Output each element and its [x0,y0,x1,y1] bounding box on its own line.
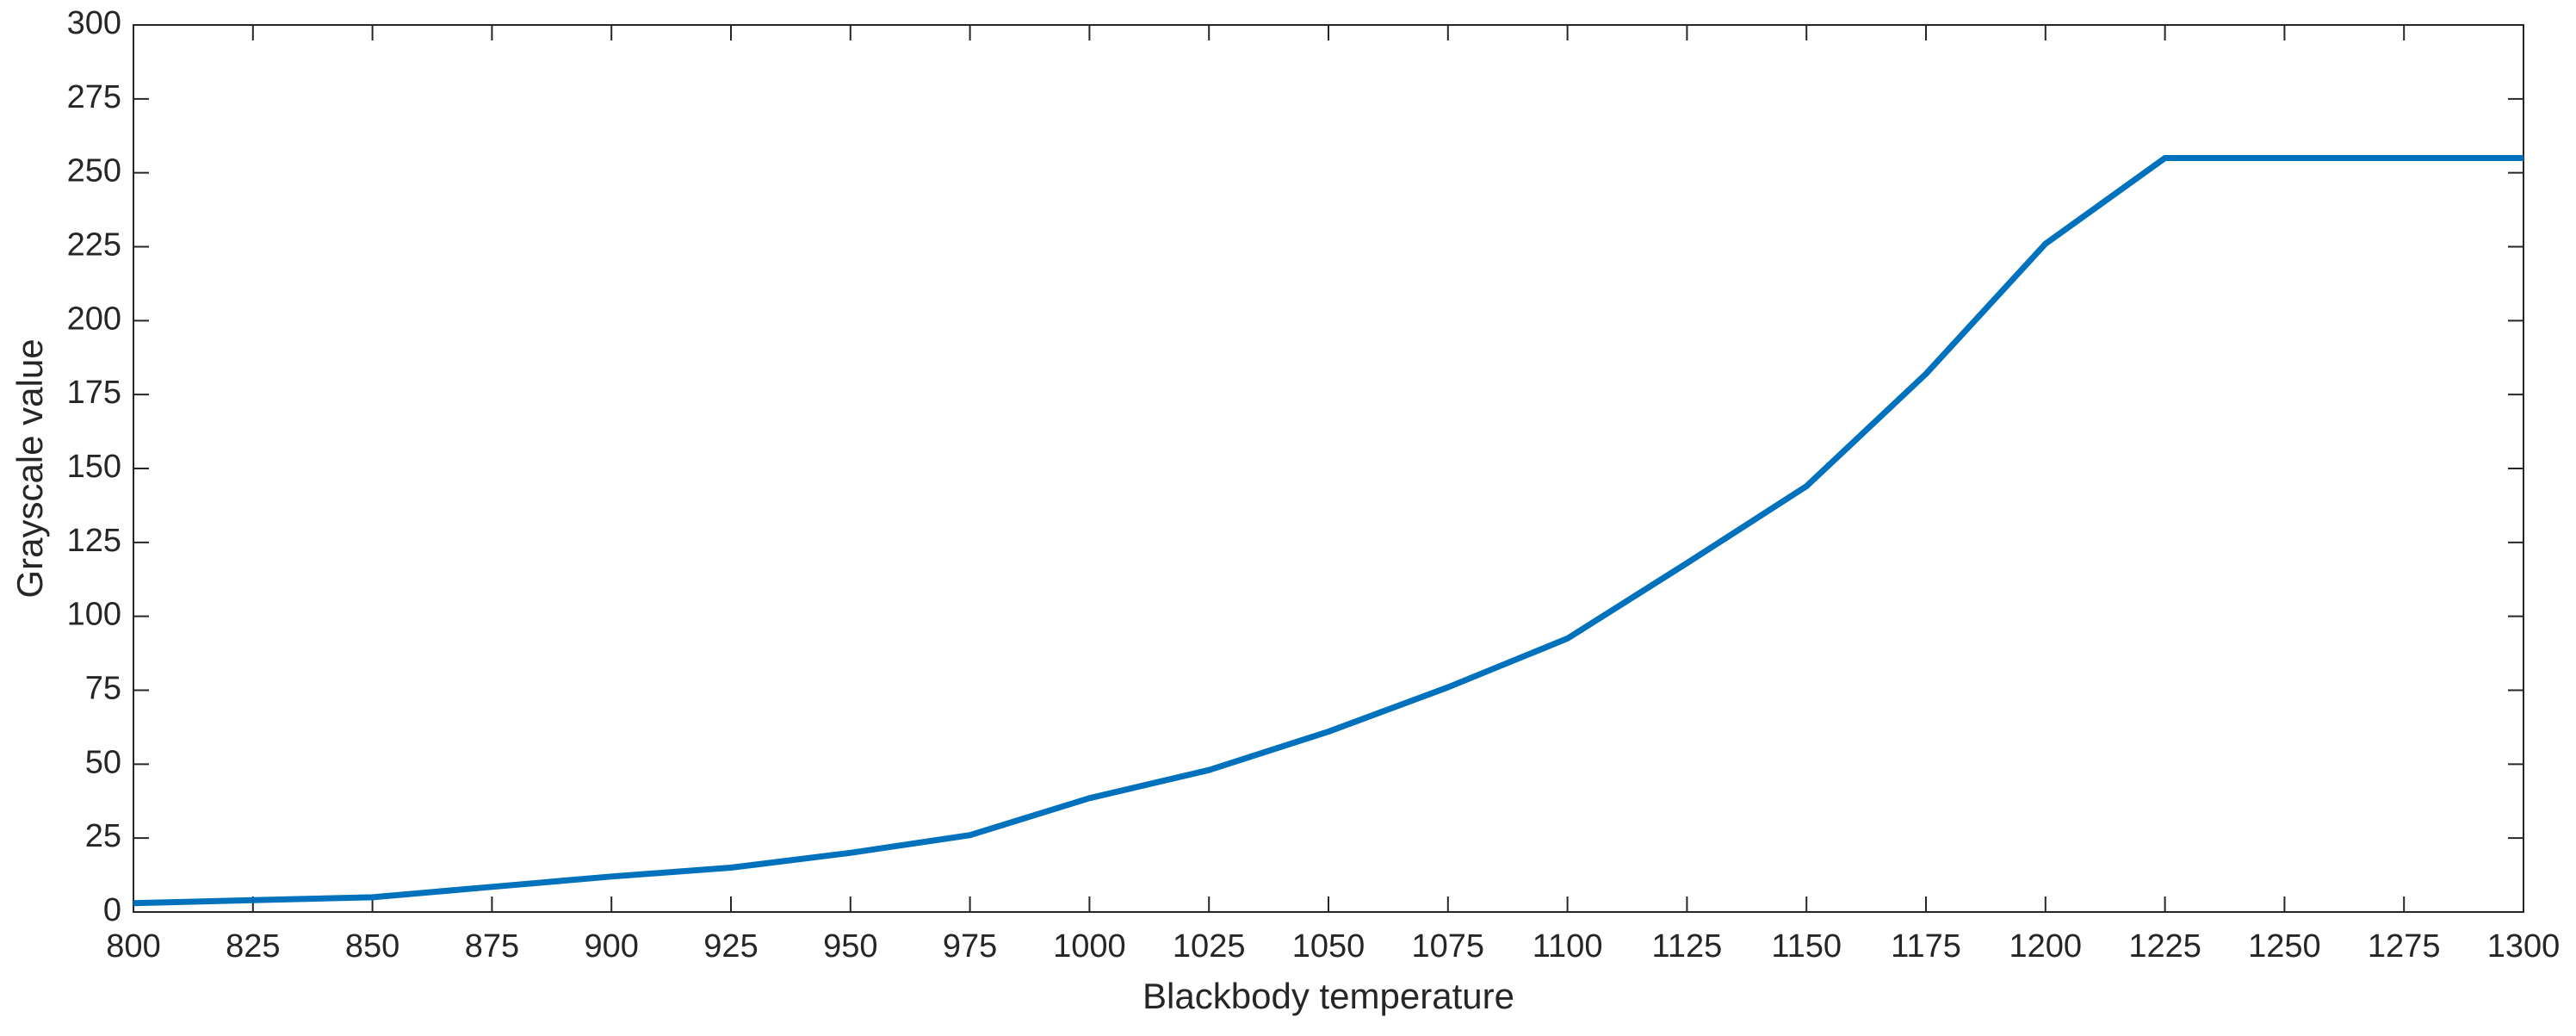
x-tick-label: 1100 [1533,928,1603,965]
y-tick-label: 300 [67,5,121,41]
x-axis-label: Blackbody temperature [1142,976,1514,1016]
x-tick-label: 950 [823,928,877,965]
x-tick-label: 1275 [2368,928,2441,965]
x-tick-label: 1050 [1292,928,1365,965]
x-tick-label: 1000 [1053,928,1126,965]
y-tick-label: 125 [67,523,121,559]
y-axis-label: Grayscale value [9,338,50,598]
x-tick-label: 925 [703,928,758,965]
y-tick-label: 0 [103,892,121,928]
y-tick-label: 25 [85,818,121,854]
x-tick-label: 850 [345,928,399,965]
y-tick-label: 225 [67,227,121,264]
x-tick-label: 1075 [1412,928,1485,965]
x-tick-label: 975 [943,928,997,965]
x-tick-label: 1025 [1173,928,1246,965]
y-tick-label: 275 [67,79,121,115]
y-tick-label: 100 [67,597,121,633]
x-tick-label: 1250 [2248,928,2321,965]
x-tick-label: 900 [584,928,638,965]
y-tick-label: 250 [67,153,121,189]
y-tick-label: 150 [67,449,121,485]
x-tick-label: 1150 [1771,928,1842,965]
x-tick-label: 800 [106,928,160,965]
x-tick-label: 1300 [2487,928,2561,965]
y-tick-label: 175 [67,375,121,411]
x-tick-label: 1125 [1652,928,1723,965]
y-tick-label: 75 [85,671,121,707]
x-tick-label: 825 [226,928,280,965]
y-tick-label: 200 [67,301,121,337]
data-line [133,155,2523,907]
x-tick-label: 1175 [1891,928,1961,965]
y-tick-label: 50 [85,744,121,780]
x-tick-label: 1225 [2128,928,2201,965]
x-tick-label: 1200 [2009,928,2083,965]
x-tick-label: 875 [465,928,519,965]
